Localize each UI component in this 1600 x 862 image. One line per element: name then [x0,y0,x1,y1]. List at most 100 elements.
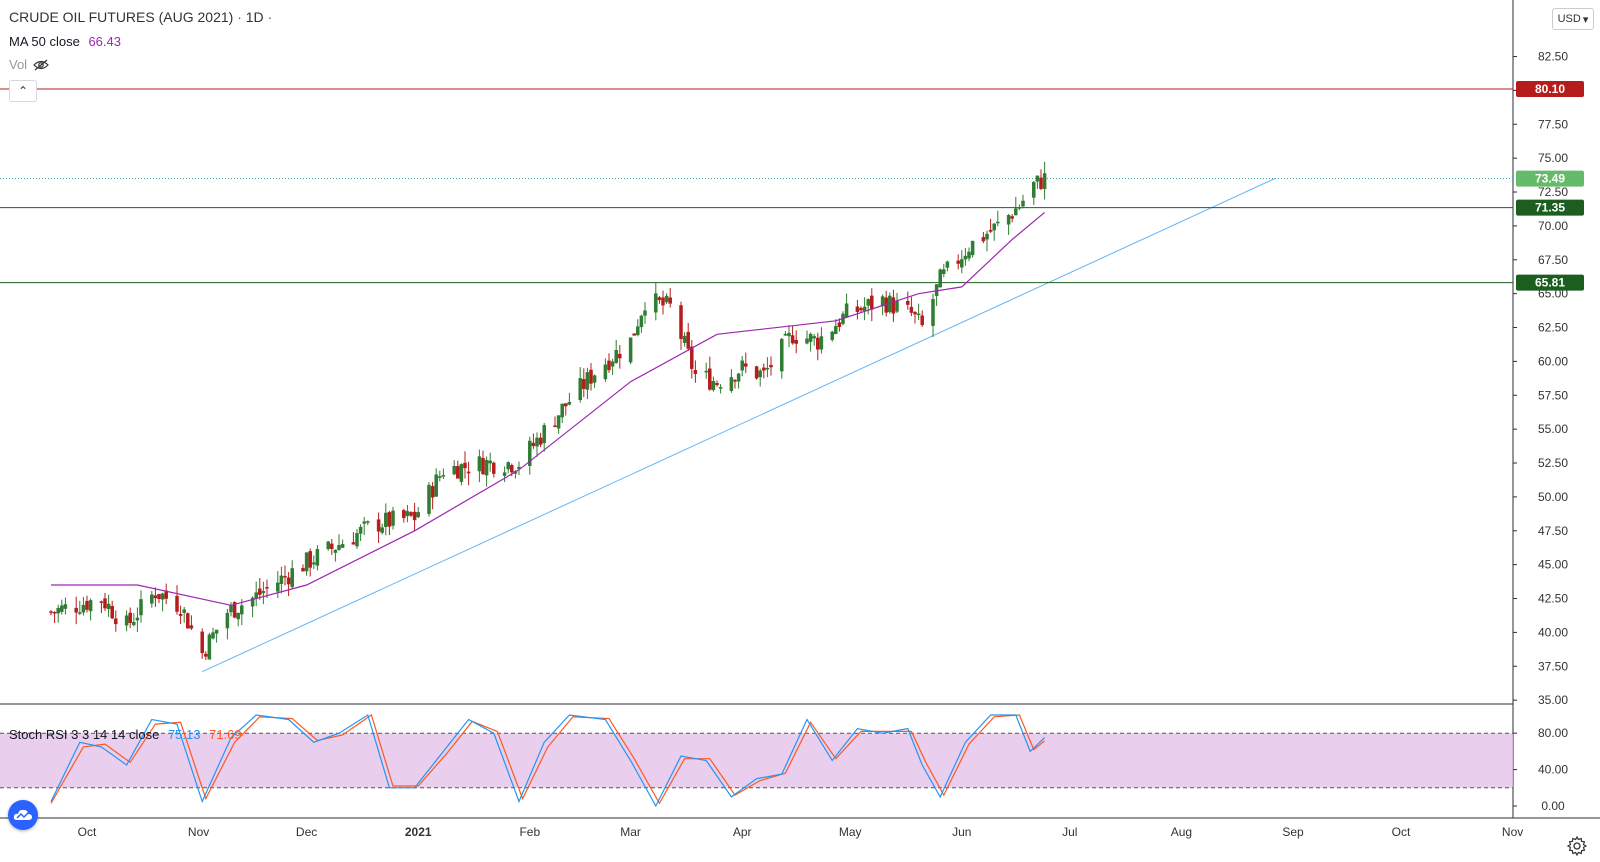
candle-down [733,379,737,382]
price-tick-label: 70.00 [1538,219,1568,233]
candle-down [204,653,208,657]
ma50-line [51,211,1045,606]
price-tick-label: 45.00 [1538,558,1568,572]
volume-legend[interactable]: Vol [9,57,49,72]
price-tick-label: 52.50 [1538,456,1568,470]
candle-up [250,597,255,607]
candle-down [153,595,158,599]
candle-up [484,459,489,476]
time-tick-label: Apr [733,825,752,839]
time-tick-label: Jul [1062,825,1077,839]
candle-down [49,611,53,613]
eye-hidden-icon[interactable] [33,59,49,71]
candle-down [463,462,467,469]
candle-down [430,486,435,498]
candle-down [744,363,748,367]
candle-up [812,336,816,339]
candle-up [214,629,219,634]
candle-up [945,261,950,268]
candle-up [1006,215,1011,225]
candle-down [913,311,917,315]
candle-up [135,617,140,621]
candle-down [693,370,698,374]
ma-legend[interactable]: MA 50 close 66.43 [9,34,121,49]
currency-selector[interactable]: USD ▾ [1552,8,1594,30]
time-tick-label: Dec [296,825,317,839]
candle-down [790,335,795,344]
candle-up [834,326,838,335]
candle-up [56,607,60,614]
candle-up [416,512,420,518]
candle-up [380,527,384,533]
candle-up [628,337,633,363]
resistance-level-label-bg [1516,81,1584,98]
price-tick-label: 42.50 [1538,592,1568,606]
candle-down [870,295,874,310]
candle-up [358,526,363,534]
price-tick-label: 47.50 [1538,524,1568,538]
symbol-name[interactable]: CRUDE OIL FUTURES (AUG 2021) [9,9,234,25]
candle-up [333,549,338,553]
candle-up [124,615,129,626]
stoch-rsi-legend[interactable]: Stoch RSI 3 3 14 14 close 75.13 71.69 [9,727,242,742]
candle-up [542,425,546,444]
cloud-icon [13,809,33,820]
price-tick-label: 40.00 [1538,625,1568,639]
candle-up [182,609,186,613]
support-level-label: 65.81 [1535,276,1565,290]
price-tick-label: 75.00 [1538,151,1568,165]
price-tick-label: 57.50 [1538,388,1568,402]
candle-up [63,604,68,609]
candle-down [661,297,665,306]
candle-up [819,336,824,350]
price-tick-label: 82.50 [1538,50,1568,64]
candle-up [254,592,258,599]
candle-up [614,349,618,363]
candle-up [985,233,989,240]
candle-up [304,552,309,572]
price-tick-label: 77.50 [1538,117,1568,131]
settings-gear-icon[interactable] [1566,835,1588,857]
candle-down [409,512,413,516]
stoch-k-value: 75.13 [167,727,201,742]
time-tick-label: Oct [78,825,97,839]
candle-up [1014,208,1018,216]
candle-up [942,269,946,274]
candle-up [736,373,741,382]
tradingview-logo[interactable] [8,800,38,830]
candle-down [956,260,960,264]
candle-up [312,562,316,565]
candle-up [970,240,975,256]
candle-up [290,568,294,588]
candle-down [837,322,842,327]
stoch-d-line [50,714,1045,805]
candle-up [236,612,240,620]
candle-down [794,339,798,344]
candle-down [99,601,104,603]
candle-down [456,466,460,479]
interval-label[interactable]: 1D [245,9,264,25]
candle-up [502,472,507,476]
candle-down [510,465,514,473]
time-tick-label: Oct [1392,825,1411,839]
price-tick-label: 62.50 [1538,321,1568,335]
price-tick-label: 37.50 [1538,659,1568,673]
collapse-legend-button[interactable]: ⌃ [9,80,37,102]
candles [49,161,1047,660]
candle-down [891,297,896,314]
candle-up [556,415,561,429]
candle-up [758,370,762,378]
candle-down [906,301,910,305]
candle-down [232,602,237,618]
candle-up [452,465,456,475]
candle-up [225,612,230,629]
candle-up [506,462,510,470]
candle-down [816,337,820,350]
candle-up [384,512,388,527]
candle-down [708,368,712,390]
candle-up [1042,173,1047,189]
candle-up [1032,181,1036,198]
candle-up [682,335,687,343]
price-tick-label: 50.00 [1538,490,1568,504]
